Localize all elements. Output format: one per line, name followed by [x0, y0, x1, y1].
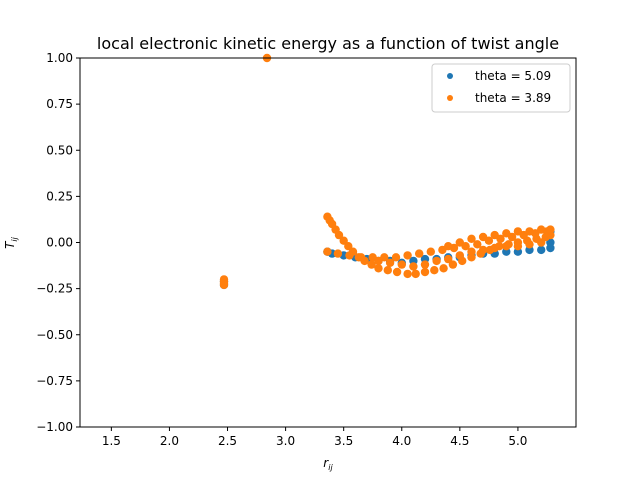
- data-point: [490, 243, 499, 253]
- data-point: [356, 253, 366, 262]
- data-point: [502, 242, 511, 251]
- data-point: [478, 232, 488, 242]
- data-point: [537, 238, 546, 247]
- data-point: [448, 260, 458, 269]
- data-point: [374, 256, 383, 266]
- series-1: [219, 53, 555, 290]
- data-point: [502, 229, 511, 238]
- y-axis-label: Tij: [3, 236, 19, 249]
- data-point: [403, 251, 412, 260]
- data-point: [426, 247, 435, 256]
- x-tick-label: 1.5: [102, 434, 121, 448]
- y-tick-label: 0.50: [46, 143, 73, 157]
- data-point: [219, 280, 229, 290]
- data-point: [513, 227, 523, 236]
- y-axis-label-sub: ij: [10, 236, 19, 241]
- legend-marker-theta-389: [447, 95, 453, 101]
- y-axis-ticks: −1.00 −0.75 −0.50 −0.25 0.00 0.25 0.50 0.75 1.00: [36, 51, 80, 434]
- data-point: [411, 269, 420, 279]
- data-point: [420, 267, 430, 277]
- legend-box: [431, 63, 571, 113]
- x-axis-label: rij: [323, 456, 333, 472]
- data-point: [537, 245, 546, 255]
- plot-marks: [219, 53, 555, 290]
- data-point: [344, 242, 353, 251]
- x-tick-label: 2.5: [218, 434, 237, 448]
- data-point: [367, 260, 376, 269]
- y-tick-label: 0.75: [46, 97, 73, 111]
- data-point: [397, 260, 406, 269]
- x-tick-label: 4.5: [450, 434, 469, 448]
- x-tick-label: 5.0: [508, 434, 527, 448]
- data-point: [339, 236, 348, 245]
- y-tick-label: −0.75: [36, 374, 73, 388]
- data-point: [525, 227, 534, 236]
- x-tick-label: 3.0: [276, 434, 295, 448]
- data-point: [467, 247, 476, 256]
- y-axis-label-main: T: [3, 240, 17, 249]
- y-tick-label: −0.25: [36, 282, 73, 296]
- data-point: [432, 256, 441, 266]
- data-point: [455, 238, 464, 247]
- data-point: [333, 249, 343, 258]
- data-point: [415, 249, 424, 258]
- data-point: [383, 266, 392, 275]
- data-point: [391, 253, 401, 262]
- y-tick-label: −1.00: [36, 420, 73, 434]
- data-point: [334, 230, 344, 240]
- data-point: [392, 267, 402, 277]
- legend-label-theta-389: theta = 3.89: [475, 91, 551, 105]
- x-axis-ticks: 1.5 2.0 2.5 3.0 3.5 4.0 4.5 5.0: [102, 427, 527, 448]
- y-tick-label: 1.00: [46, 51, 73, 65]
- x-tick-label: 2.0: [160, 434, 179, 448]
- data-point: [478, 245, 488, 255]
- data-point: [403, 269, 412, 279]
- data-point: [374, 264, 383, 273]
- data-point: [385, 258, 395, 267]
- data-point: [420, 260, 430, 269]
- data-point: [345, 251, 354, 260]
- data-point: [546, 238, 555, 247]
- y-tick-label: −0.50: [36, 328, 73, 342]
- data-point: [444, 254, 453, 264]
- data-point: [490, 230, 499, 240]
- legend-label-theta-509: theta = 5.09: [475, 69, 551, 83]
- data-point: [525, 240, 534, 249]
- data-point: [444, 242, 453, 251]
- y-tick-label: 0.25: [46, 189, 73, 203]
- legend: theta = 5.09 theta = 3.89: [431, 63, 571, 113]
- data-point: [455, 251, 464, 260]
- data-point: [439, 264, 448, 273]
- data-point: [430, 266, 439, 275]
- data-point: [473, 240, 482, 249]
- data-point: [513, 242, 523, 251]
- data-point: [409, 262, 418, 271]
- x-tick-label: 3.5: [334, 434, 353, 448]
- data-point: [467, 234, 476, 243]
- legend-marker-theta-509: [447, 73, 453, 79]
- data-point: [323, 247, 332, 256]
- x-axis-label-main: r: [323, 456, 329, 470]
- chart-title: local electronic kinetic energy as a fun…: [97, 34, 559, 53]
- x-tick-label: 4.0: [392, 434, 411, 448]
- x-axis-label-sub: ij: [328, 463, 333, 472]
- data-point: [537, 225, 546, 234]
- y-tick-label: 0.00: [46, 236, 73, 250]
- data-point: [546, 225, 555, 234]
